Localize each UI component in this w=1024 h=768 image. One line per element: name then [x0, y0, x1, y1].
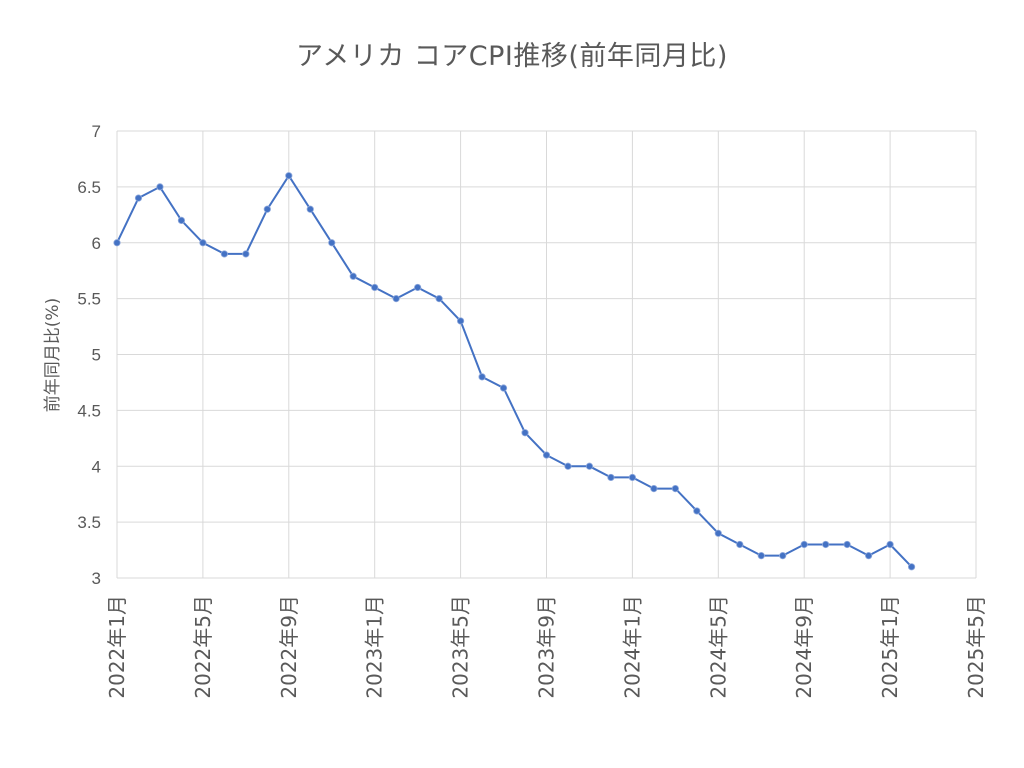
data-point-marker	[199, 239, 207, 247]
data-point-marker	[800, 540, 808, 549]
y-tick-label: 5.5	[77, 290, 101, 309]
data-point-marker	[156, 183, 164, 191]
y-axis-ticks: 3 3.5 4 4.5 5 5.5 6 6.5 7	[77, 122, 101, 588]
data-point-marker	[263, 205, 271, 213]
series-line	[116, 173, 913, 568]
y-axis-label: 前年同月比(%)	[43, 298, 63, 412]
data-point-marker	[113, 239, 121, 247]
data-point-marker	[242, 250, 250, 258]
y-tick-label: 7	[92, 122, 101, 141]
data-point-marker	[607, 473, 615, 482]
y-tick-label: 4	[92, 457, 101, 476]
x-tick-label: 2023年5月	[449, 595, 473, 699]
x-tick-label: 2024年5月	[706, 595, 730, 699]
y-tick-label: 6.5	[77, 178, 101, 197]
x-axis-ticks: 2022年1月 2022年5月 2022年9月 2023年1月 2023年5月 2023年…	[105, 595, 988, 699]
x-tick-label: 2023年1月	[363, 595, 387, 699]
data-point-marker	[328, 239, 336, 247]
data-point-marker	[907, 563, 916, 571]
data-point-marker	[521, 429, 529, 437]
data-point-marker	[306, 205, 314, 213]
data-series	[113, 172, 916, 571]
data-point-marker	[886, 540, 894, 549]
y-tick-label: 3	[92, 569, 101, 588]
data-point-marker	[392, 295, 400, 303]
data-point-marker	[542, 451, 551, 459]
data-point-marker	[414, 283, 422, 292]
data-point-marker	[134, 194, 143, 202]
data-point-marker	[499, 384, 508, 392]
data-point-marker	[177, 216, 186, 224]
data-point-marker	[865, 552, 873, 560]
x-tick-label: 2022年5月	[191, 595, 215, 699]
data-point-marker	[736, 540, 744, 549]
x-tick-label: 2025年1月	[878, 595, 902, 699]
y-tick-label: 3.5	[77, 513, 101, 532]
data-point-marker	[650, 484, 658, 493]
chart-title: アメリカ コアCPI推移(前年同月比)	[296, 41, 728, 72]
x-tick-label: 2023年9月	[535, 595, 559, 699]
data-point-marker	[757, 552, 765, 560]
data-point-marker	[285, 172, 293, 180]
data-point-marker	[349, 272, 357, 280]
data-point-marker	[843, 540, 851, 549]
data-point-marker	[585, 462, 594, 470]
x-tick-label: 2024年9月	[792, 595, 816, 699]
data-point-marker	[628, 473, 637, 482]
x-tick-label: 2024年1月	[620, 595, 644, 699]
data-point-marker	[779, 552, 787, 560]
x-tick-label: 2022年1月	[105, 595, 129, 699]
data-point-marker	[671, 484, 679, 493]
x-tick-label: 2025年5月	[964, 595, 988, 699]
x-tick-label: 2022年9月	[277, 595, 301, 699]
y-tick-label: 5	[92, 346, 101, 365]
data-point-marker	[478, 373, 486, 381]
data-point-marker	[435, 295, 443, 303]
data-point-marker	[714, 529, 722, 537]
data-point-marker	[456, 317, 465, 325]
data-point-marker	[371, 283, 379, 292]
data-point-marker	[564, 462, 572, 470]
data-point-marker	[822, 540, 830, 549]
y-tick-label: 6	[92, 234, 101, 253]
gridlines	[116, 130, 977, 579]
data-point-marker	[220, 250, 228, 258]
y-tick-label: 4.5	[77, 401, 101, 420]
data-point-marker	[693, 507, 701, 515]
